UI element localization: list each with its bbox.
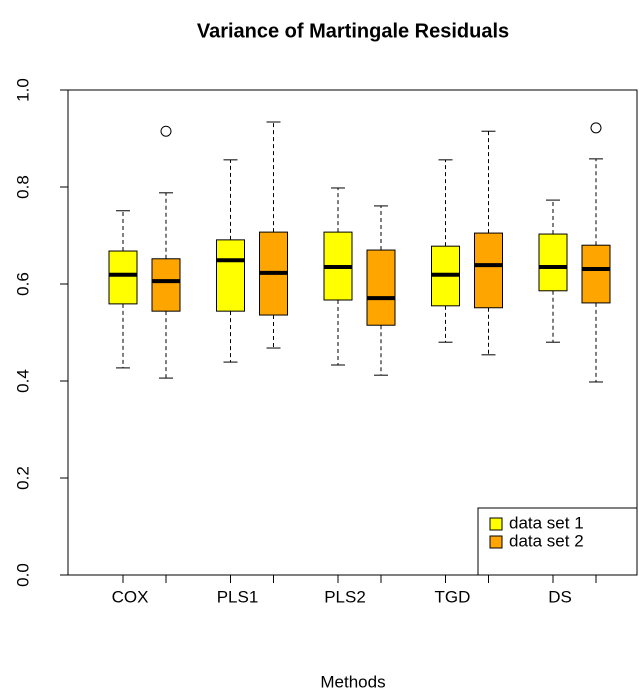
box	[581, 244, 611, 304]
y-tick-label: 0.0	[13, 563, 32, 587]
plot-frame	[67, 89, 638, 576]
box	[108, 250, 138, 305]
outlier	[160, 125, 172, 137]
legend-swatch	[489, 517, 503, 531]
legend-label: data set 2	[509, 531, 584, 550]
x-tick-label: PLS2	[324, 587, 366, 606]
box	[538, 233, 568, 292]
box	[151, 258, 181, 312]
y-tick-label: 0.8	[13, 175, 32, 199]
legend-label: data set 1	[509, 513, 584, 532]
y-tick-label: 1.0	[13, 78, 32, 102]
legend-swatch	[489, 535, 503, 549]
x-tick-label: PLS1	[217, 587, 259, 606]
chart-title: Variance of Martingale Residuals	[197, 20, 509, 42]
x-tick-label: COX	[112, 587, 149, 606]
box	[474, 232, 503, 309]
x-tick-label: TGD	[435, 587, 471, 606]
box	[216, 239, 245, 312]
box	[366, 249, 396, 326]
y-tick-label: 0.2	[13, 466, 32, 490]
outlier	[590, 122, 602, 134]
y-tick-label: 0.6	[13, 272, 32, 296]
x-tick-label: DS	[548, 587, 572, 606]
x-axis-label: Methods	[320, 672, 385, 691]
legend	[477, 507, 638, 576]
y-tick-label: 0.4	[13, 369, 32, 393]
